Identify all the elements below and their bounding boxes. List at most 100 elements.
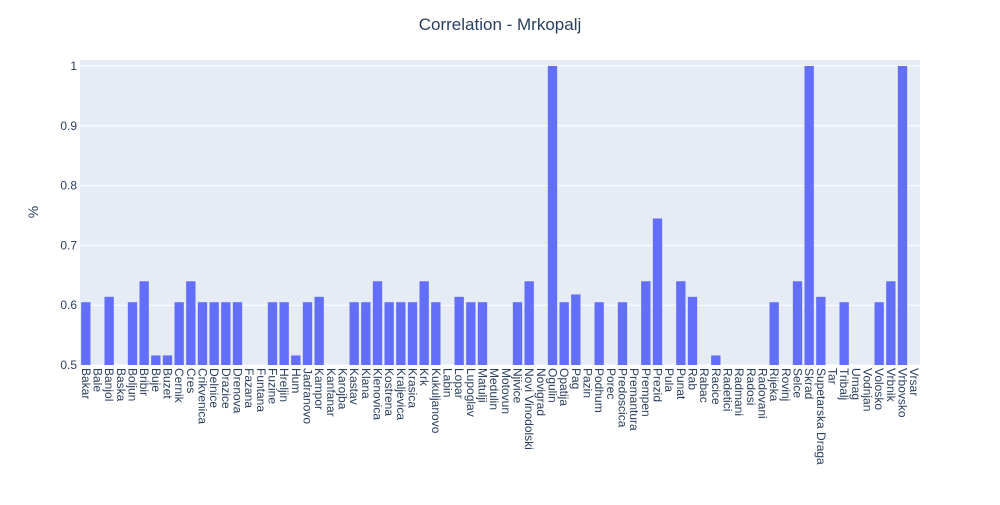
x-tick-label: Ogulin <box>546 368 560 403</box>
bar[interactable] <box>221 302 231 365</box>
bar[interactable] <box>816 296 826 365</box>
x-tick-label: Cres <box>184 368 198 393</box>
bar[interactable] <box>174 302 184 365</box>
x-tick-label: Novi Vinodolski <box>522 368 536 450</box>
y-tick-label: 0.9 <box>60 119 77 133</box>
bar[interactable] <box>524 281 534 365</box>
x-tick-label: Vrbnik <box>884 368 898 403</box>
x-tick-label: Jadranovo <box>301 368 315 424</box>
bar[interactable] <box>594 302 604 365</box>
bar[interactable] <box>372 281 383 365</box>
x-tick-label: Krk <box>417 368 431 387</box>
x-tick-label: Klana <box>359 368 373 399</box>
x-tick-label: Predoscica <box>616 368 630 428</box>
bar[interactable] <box>384 302 394 365</box>
x-tick-label: Matulji <box>476 368 490 403</box>
x-tick-label: Banjol <box>102 368 116 401</box>
x-tick-label: Karojba <box>336 368 350 410</box>
bar[interactable] <box>571 294 581 365</box>
bar[interactable] <box>512 302 523 365</box>
x-tick-label: Lopar <box>452 368 466 399</box>
bar[interactable] <box>652 218 663 365</box>
x-tick-label: Radosi <box>744 368 758 405</box>
x-tick-label: Vrsar <box>907 368 921 396</box>
bar[interactable] <box>314 296 324 365</box>
x-tick-label: Tar <box>826 368 840 385</box>
y-tick-label: 0.8 <box>60 179 77 193</box>
x-tick-label: Labin <box>441 368 455 397</box>
bar[interactable] <box>886 281 896 365</box>
bar[interactable] <box>291 355 301 365</box>
x-tick-label: Pazin <box>581 368 595 398</box>
bar[interactable] <box>349 302 359 365</box>
bar[interactable] <box>81 302 91 365</box>
bar[interactable] <box>792 281 803 365</box>
x-tick-label: Punat <box>674 368 688 400</box>
bar[interactable] <box>104 296 114 365</box>
bar[interactable] <box>874 302 884 365</box>
bar[interactable] <box>139 281 149 365</box>
bar[interactable] <box>477 302 488 365</box>
x-tick-label: Njivice <box>511 368 525 404</box>
bar[interactable] <box>151 355 161 365</box>
bar[interactable] <box>711 355 721 365</box>
x-tick-label: Pula <box>662 368 676 392</box>
bar[interactable] <box>547 65 558 365</box>
x-tick-label: Klenovica <box>371 368 385 420</box>
x-tick-label: Medulin <box>487 368 501 410</box>
y-tick-label: 1 <box>70 59 77 73</box>
x-tick-label: Skrad <box>802 368 816 399</box>
x-tick-label: Umag <box>849 368 863 400</box>
bar[interactable] <box>127 302 138 365</box>
bar[interactable] <box>641 281 651 365</box>
bars <box>81 65 908 365</box>
bar[interactable] <box>396 302 406 365</box>
bar[interactable] <box>897 65 908 365</box>
bar[interactable] <box>769 302 779 365</box>
x-tick-label: Novigrad <box>534 368 548 416</box>
x-tick-label: Bribir <box>137 368 151 396</box>
bar[interactable] <box>839 302 849 365</box>
x-tick-label: Rabac <box>697 368 711 403</box>
bar[interactable] <box>687 296 698 365</box>
y-tick-label: 0.5 <box>60 358 77 372</box>
chart-title: Correlation - Mrkopalj <box>419 15 582 34</box>
bar[interactable] <box>302 302 313 365</box>
x-tick-label: Rovinj <box>779 368 793 401</box>
bar[interactable] <box>407 302 418 365</box>
bar[interactable] <box>804 65 814 365</box>
bar[interactable] <box>431 302 441 365</box>
bar[interactable] <box>197 302 208 365</box>
bar[interactable] <box>162 355 173 365</box>
x-tick-label: Baska <box>114 368 128 402</box>
bar[interactable] <box>209 302 219 365</box>
bar[interactable] <box>617 302 628 365</box>
x-tick-label: Vrbovsko <box>896 368 910 418</box>
x-tick-label: Delnice <box>207 368 221 408</box>
bar[interactable] <box>676 281 686 365</box>
x-tick-label: Kastav <box>347 368 361 405</box>
bar[interactable] <box>361 302 371 365</box>
grid <box>80 65 920 366</box>
x-tick-label: Radmani <box>732 368 746 416</box>
x-tick-label: Lupoglav <box>464 368 478 417</box>
bar[interactable] <box>419 281 429 365</box>
bar[interactable] <box>454 296 464 365</box>
bar[interactable] <box>279 302 289 365</box>
x-tick-label: Vodnjan <box>861 368 875 411</box>
bar[interactable] <box>232 302 243 365</box>
x-tick-label: Rijeka <box>767 368 781 402</box>
y-tick-label: 0.7 <box>60 238 77 252</box>
bar[interactable] <box>466 302 476 365</box>
x-tick-label: Pag <box>569 368 583 389</box>
bar[interactable] <box>267 302 278 365</box>
x-tick-label: Premantura <box>627 368 641 431</box>
bar[interactable] <box>186 281 196 365</box>
x-tick-label: Supetarska Draga <box>814 368 828 465</box>
x-tick-label: Fazana <box>242 368 256 408</box>
plot-area <box>80 60 920 365</box>
bar[interactable] <box>559 302 569 365</box>
x-tick-label: Selce <box>791 368 805 398</box>
